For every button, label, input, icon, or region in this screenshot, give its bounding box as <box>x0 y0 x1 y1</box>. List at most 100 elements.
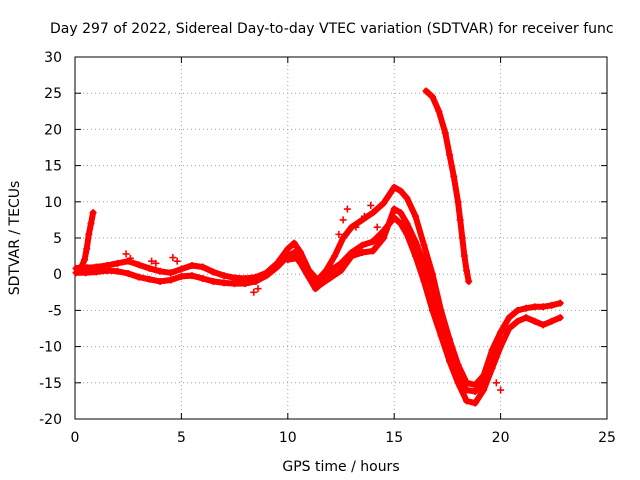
data-point <box>297 248 305 256</box>
data-point <box>548 317 556 325</box>
data-point <box>411 238 419 246</box>
data-point <box>335 230 343 238</box>
data-point <box>290 248 298 256</box>
data-point <box>85 230 93 238</box>
data-point <box>522 314 530 322</box>
data-point <box>380 199 388 207</box>
data-point <box>309 276 317 284</box>
data-point <box>446 151 454 159</box>
data-point <box>188 272 196 280</box>
data-point <box>254 285 262 293</box>
data-point <box>284 256 292 264</box>
data-point <box>83 245 91 253</box>
series-lower-track <box>72 214 564 407</box>
data-point <box>456 216 464 224</box>
data-point <box>454 368 462 376</box>
data-point <box>358 248 366 256</box>
data-point <box>337 267 345 275</box>
series-line <box>423 88 472 285</box>
y-tick-label: -5 <box>48 303 62 319</box>
data-point <box>156 267 164 275</box>
data-point <box>420 277 428 285</box>
data-point <box>167 269 175 277</box>
data-point <box>152 259 160 267</box>
data-point <box>463 386 471 394</box>
x-axis-title: GPS time / hours <box>282 459 399 475</box>
data-point <box>173 257 181 265</box>
data-point <box>231 280 239 288</box>
data-point <box>471 387 479 395</box>
data-point <box>124 269 132 277</box>
data-point <box>343 205 351 213</box>
data-point <box>72 269 80 277</box>
data-point <box>92 268 100 276</box>
data-point <box>241 280 249 288</box>
data-point <box>420 241 428 249</box>
series-scatter-bursts <box>122 201 505 394</box>
y-tick-label: 30 <box>44 50 62 66</box>
data-point <box>435 107 443 115</box>
data-point <box>360 212 368 220</box>
data-point <box>531 303 539 311</box>
data-point <box>292 254 300 262</box>
data-point <box>465 277 473 285</box>
y-tick-label: 20 <box>44 122 62 138</box>
data-point <box>497 386 505 394</box>
data-point <box>429 285 437 293</box>
data-point <box>458 234 466 242</box>
data-point <box>403 194 411 202</box>
data-point <box>548 301 556 309</box>
data-point <box>209 277 217 285</box>
series-middle-track <box>284 205 505 395</box>
data-point <box>390 183 398 191</box>
data-point <box>556 299 564 307</box>
data-point <box>358 216 366 224</box>
data-point <box>145 275 153 283</box>
data-point <box>556 314 564 322</box>
data-point <box>273 263 281 271</box>
x-tick-label: 25 <box>598 430 616 446</box>
data-point <box>156 277 164 285</box>
data-point <box>397 220 405 228</box>
data-point <box>318 280 326 288</box>
y-tick-label: 25 <box>44 86 62 102</box>
data-point <box>380 234 388 242</box>
series-spike-track <box>422 87 473 285</box>
data-point <box>463 397 471 405</box>
data-point <box>367 201 375 209</box>
data-point <box>177 265 185 273</box>
data-point <box>514 317 522 325</box>
data-point <box>488 357 496 365</box>
data-point <box>450 172 458 180</box>
data-point <box>377 230 385 238</box>
data-point <box>446 346 454 354</box>
data-point <box>422 87 430 95</box>
data-point <box>480 379 488 387</box>
axis-ticks: 0 5 10 15 20 25 -20 -15 -10 -5 0 5 10 15 20 25 30 <box>39 50 616 446</box>
data-point <box>148 257 156 265</box>
data-point <box>122 250 130 258</box>
x-tick-label: 20 <box>492 430 510 446</box>
x-tick-label: 5 <box>177 430 186 446</box>
data-point <box>339 234 347 242</box>
data-point <box>531 317 539 325</box>
data-point <box>114 259 122 267</box>
data-point <box>177 272 185 280</box>
data-point <box>331 252 339 260</box>
data-point <box>135 273 143 281</box>
data-point <box>199 263 207 271</box>
series-line <box>284 206 504 395</box>
data-point <box>220 272 228 280</box>
data-point <box>522 304 530 312</box>
data-point <box>126 254 134 262</box>
data-point <box>145 264 153 272</box>
data-point <box>403 220 411 228</box>
data-point <box>81 256 89 264</box>
data-point <box>326 267 334 275</box>
data-point <box>471 399 479 407</box>
data-point <box>497 335 505 343</box>
data-point <box>169 254 177 262</box>
data-point <box>497 328 505 336</box>
data-point <box>358 241 366 249</box>
